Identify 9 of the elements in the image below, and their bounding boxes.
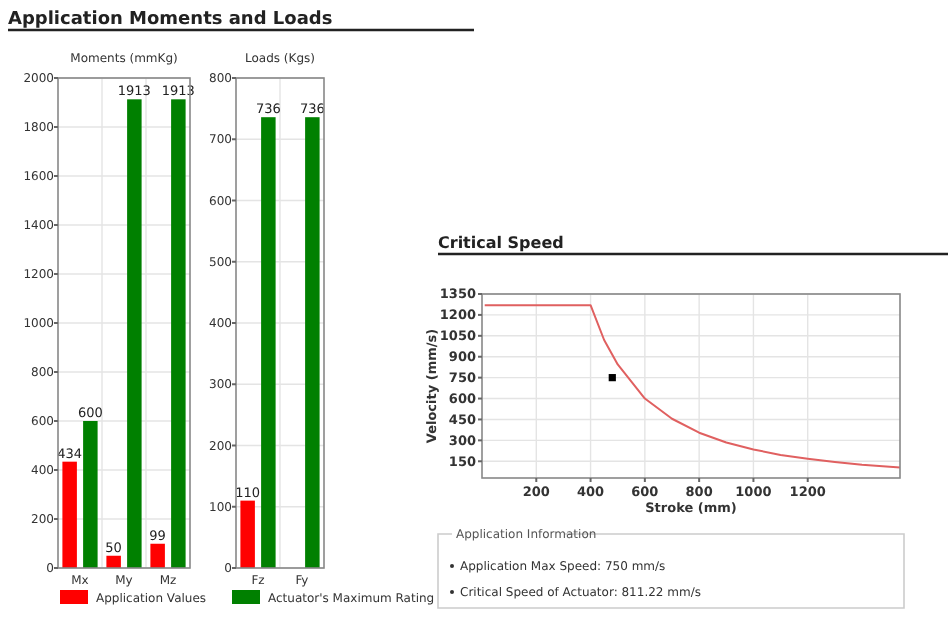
chart-title: Critical Speed [438, 234, 565, 252]
bar [127, 99, 142, 568]
bar [171, 99, 186, 568]
bar [150, 543, 165, 568]
bar [83, 421, 98, 568]
chart-title: Application Moments and Loads [8, 10, 333, 30]
bar [106, 555, 121, 568]
bar [62, 461, 77, 568]
line-series [483, 304, 901, 469]
